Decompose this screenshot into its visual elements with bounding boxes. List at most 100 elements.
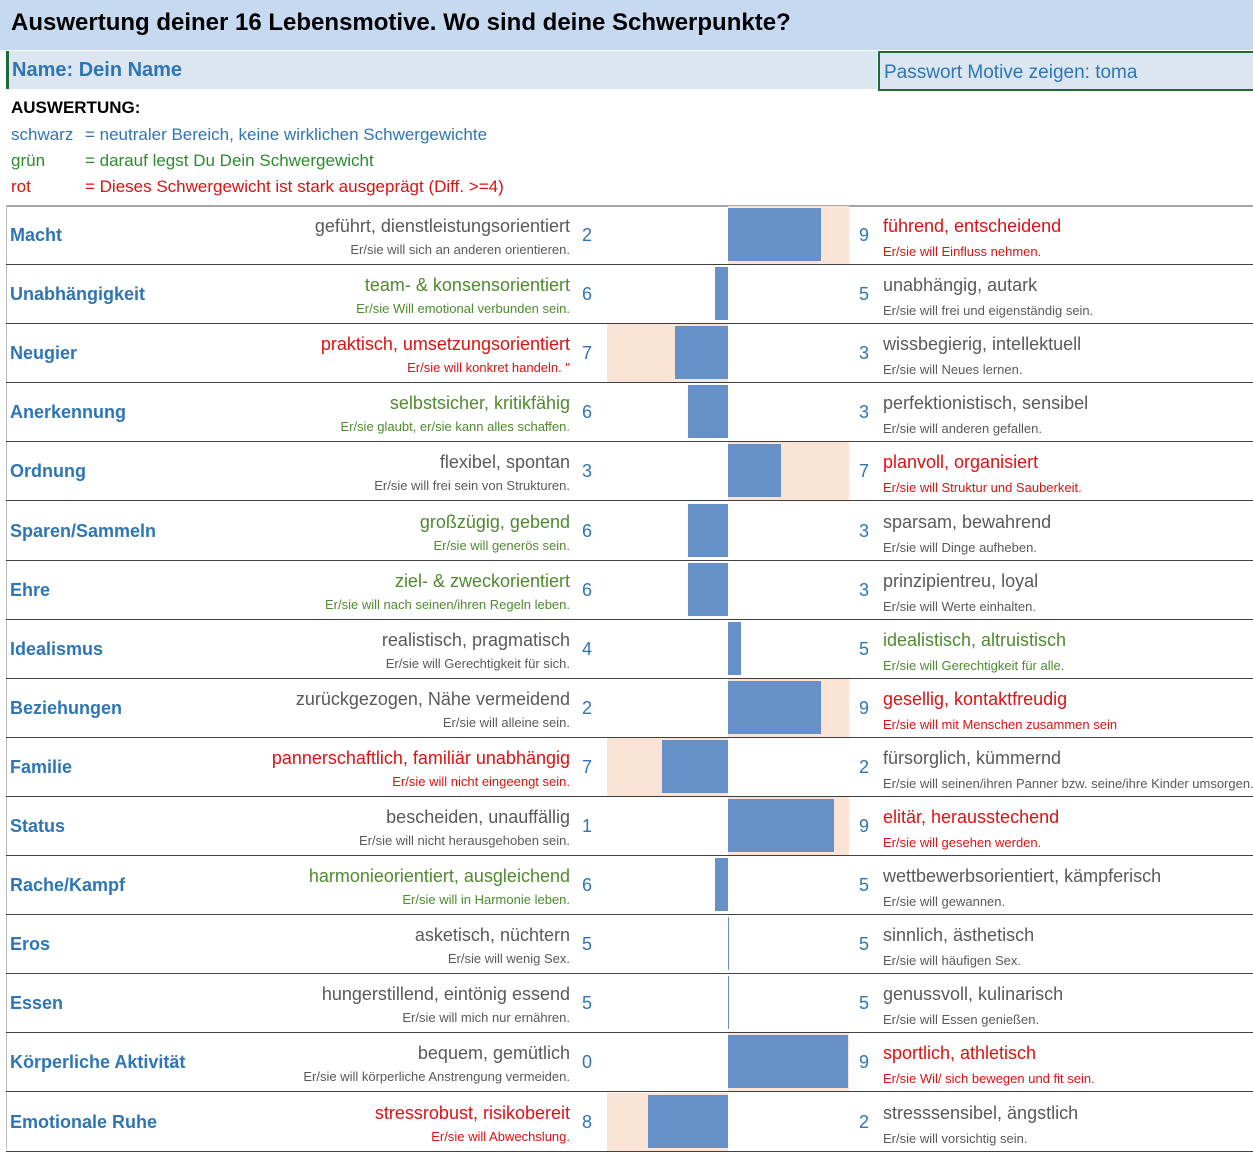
legend-neutral-text: = neutraler Bereich, keine wirklichen Sc… [85, 125, 488, 144]
left-pole-label: realistisch, pragmatisch [381, 629, 570, 650]
right-pole-description: Er/sie will mit Menschen zusammen sein [883, 716, 1118, 732]
left-pole-label: hungerstillend, eintönig essend [321, 984, 570, 1005]
right-pole-label: sportlich, athletisch [883, 1043, 1037, 1064]
left-pole-label: zurückgezogen, Nähe vermeidend [295, 688, 570, 709]
left-value: 7 [582, 756, 593, 777]
motive-name: Ehre [10, 579, 51, 600]
right-pole-label: elitär, herausstechend [883, 807, 1060, 827]
legend-neutral: schwarz = neutraler Bereich, keine wirkli… [11, 125, 487, 145]
left-value: 5 [582, 993, 593, 1014]
motive-name: Neugier [10, 343, 78, 364]
motive-name: Anerkennung [10, 402, 127, 423]
motive-row: Ordnung flexibel, spontan Er/sie will frei… [6, 442, 1253, 502]
left-value: 1 [582, 816, 593, 836]
right-value: 5 [859, 638, 870, 659]
motive-name: Eros [10, 934, 51, 955]
page-title: Auswertung deiner 16 Lebensmotive. Wo si… [11, 9, 791, 36]
left-pole-label: asketisch, nüchtern [414, 925, 570, 946]
password-label: Passwort Motive zeigen: toma [884, 62, 1138, 83]
left-pole-label: stressrobust, risikobereit [374, 1102, 570, 1123]
right-pole-label: wissbegierig, intellektuell [883, 334, 1082, 355]
name-label: Name: Dein Name [12, 59, 183, 81]
difference-bar [688, 503, 728, 557]
motive-name: Familie [10, 756, 73, 777]
motive-row: Essen hungerstillend, eintönig essend Er/s… [6, 974, 1253, 1034]
right-value: 3 [859, 520, 870, 541]
right-pole-description: Er/sie will Einfluss nehmen. [883, 244, 1042, 259]
legend-heading: AUSWERTUNG: [11, 98, 141, 117]
left-pole-label: harmonieorientiert, ausgleichend [308, 866, 570, 887]
difference-bar [728, 680, 822, 734]
motive-name: Emotionale Ruhe [10, 1111, 158, 1132]
legend-green: grün = darauf legst Du Dein Schwergewicht [11, 151, 374, 171]
motive-name: Status [10, 816, 66, 836]
left-pole-description: Er/sie will Gerechtigkeit für sich. [385, 655, 570, 671]
right-pole-description: Er/sie will seinen/ihren Panner bzw. sei… [883, 775, 1253, 791]
motive-name: Körperliche Aktivität [10, 1052, 186, 1073]
right-pole-label: wettbewerbsorientiert, kämpferisch [883, 866, 1162, 887]
name-cell[interactable]: Name: Dein Name [6, 51, 877, 89]
right-value: 2 [859, 1111, 870, 1132]
right-value: 5 [859, 284, 870, 305]
table-left-border [6, 205, 7, 1149]
left-value: 6 [582, 284, 593, 305]
left-value: 6 [582, 579, 593, 600]
motive-name: Essen [10, 993, 64, 1014]
left-pole-label: team- & konsensorientiert [364, 275, 570, 296]
left-pole-description: Er/sie will alleine sein. [442, 714, 570, 730]
left-pole-description: Er/sie will nicht eingeengt sein. [392, 773, 570, 789]
left-pole-label: bescheiden, unauffällig [386, 807, 570, 827]
left-pole-label: praktisch, umsetzungsorientiert [320, 334, 570, 355]
motive-row: Körperliche Aktivität bequem, gemütlich Er… [6, 1033, 1253, 1093]
left-pole-description: Er/sie will Abwechslung. [431, 1128, 570, 1144]
title-bar: Auswertung deiner 16 Lebensmotive. Wo si… [0, 0, 1253, 50]
motive-row: Macht geführt, dienstleistungsorientiert E… [6, 206, 1253, 265]
left-pole-description: Er/sie will konkret handeln. " [407, 360, 570, 376]
difference-bar [728, 444, 782, 498]
right-value: 9 [859, 225, 870, 245]
difference-bar [728, 799, 835, 852]
motive-name: Macht [10, 225, 63, 245]
right-pole-label: fürsorglich, kümmernd [883, 747, 1062, 768]
right-pole-description: Er/sie will gesehen werden. [883, 835, 1042, 850]
right-value: 5 [859, 934, 870, 955]
motive-row: Familie pannerschaftlich, familiär unabhä… [6, 737, 1253, 797]
right-pole-label: führend, entscheidend [883, 216, 1062, 236]
right-value: 9 [859, 816, 870, 836]
right-pole-label: genussvoll, kulinarisch [883, 984, 1064, 1005]
left-pole-description: Er/sie will nicht herausgehoben sein. [358, 833, 570, 848]
right-pole-label: sinnlich, ästhetisch [883, 925, 1035, 946]
difference-bar [648, 1094, 728, 1148]
left-pole-description: Er/sie will wenig Sex. [447, 951, 570, 967]
legend-red: rot = Dieses Schwergewicht ist stark ausg… [11, 177, 504, 197]
password-cell[interactable]: Passwort Motive zeigen: toma [878, 51, 1253, 91]
right-pole-description: Er/sie will Struktur und Sauberkeit. [883, 480, 1082, 496]
motive-row: Idealismus realistisch, pragmatisch Er/sie… [6, 620, 1253, 679]
motive-row: Rache/Kampf harmonieorientiert, ausgleich… [6, 856, 1253, 916]
legend-neutral-key: schwarz [11, 125, 74, 144]
right-value: 9 [859, 697, 870, 718]
right-pole-description: Er/sie will häufigen Sex. [883, 953, 1022, 969]
motive-name: Ordnung [10, 461, 86, 482]
right-pole-label: sparsam, bewahrend [883, 511, 1052, 532]
legend-green-key: grün [11, 151, 46, 170]
left-pole-label: selbstsicher, kritikfähig [389, 393, 570, 414]
difference-bar [688, 562, 728, 616]
left-pole-description: Er/sie will mich nur ernähren. [402, 1010, 570, 1026]
difference-bar [674, 326, 728, 380]
right-pole-description: Er/sie will Dinge aufheben. [883, 539, 1037, 555]
right-pole-label: gesellig, kontaktfreudig [883, 688, 1068, 709]
legend-red-key: rot [11, 177, 31, 196]
right-pole-label: prinzipientreu, loyal [883, 570, 1039, 591]
right-pole-label: perfektionistisch, sensibel [883, 393, 1089, 414]
left-pole-description: Er/sie glaubt, er/sie kann alles schaffe… [340, 419, 570, 435]
left-pole-description: Er/sie Will emotional verbunden sein. [356, 301, 570, 317]
legend-green-text: = darauf legst Du Dein Schwergewicht [85, 151, 374, 170]
zero-marker [728, 976, 729, 1030]
motive-row: Beziehungen zurückgezogen, Nähe vermeiden… [6, 678, 1253, 738]
motive-name: Unabhängigkeit [10, 284, 146, 305]
legend-red-text: = Dieses Schwergewicht ist stark ausgepr… [85, 177, 504, 196]
left-value: 8 [582, 1111, 593, 1132]
motive-name: Beziehungen [10, 697, 123, 718]
right-value: 3 [859, 402, 870, 423]
